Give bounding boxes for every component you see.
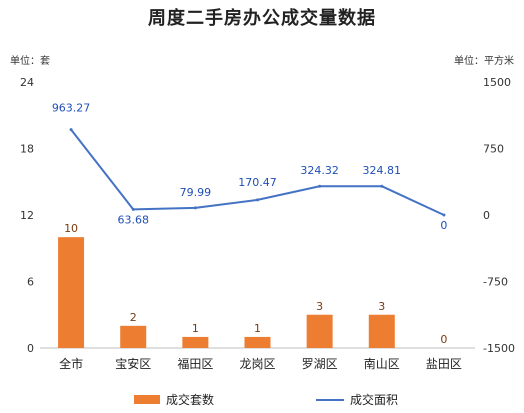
legend-label-bar: 成交套数 [166,392,214,407]
left-tick-label: 24 [20,76,34,89]
line-value-label: 324.32 [300,164,339,177]
legend-swatch-bar [134,395,160,404]
right-tick-label: 750 [483,143,504,156]
line-value-label: 324.81 [363,164,402,177]
chart-title: 周度二手房办公成交量数据 [148,7,376,29]
axes: 06121824-1500-75007501500全市 宝安区 福田区 龙岗区 罗湖区南… [20,76,515,371]
left-tick-label: 0 [27,342,34,355]
bar-value-label: 2 [130,311,137,324]
bar [306,314,333,348]
bar-series [58,237,395,348]
legend: 成交套数 成交面积 [134,392,398,407]
line-value-label: 0 [440,219,447,232]
bar-value-label: 1 [254,322,261,335]
bar-value-label: 10 [64,222,78,235]
data-labels: 10 2 1 1 3 3 0 963.27 63.68 79.99 170.47 324.32 324.… [52,102,448,346]
bar [58,237,85,348]
line-point [256,198,259,202]
category-label: 盐田区 [426,357,462,371]
line-point [69,128,73,132]
bar [182,336,209,348]
category-label: 福田区 [177,356,213,371]
bar [244,336,271,348]
left-tick-label: 12 [20,209,34,222]
right-axis-unit: 单位：平方米 [454,54,514,67]
line-value-label: 79.99 [180,186,212,199]
bar-value-label: 3 [316,300,323,313]
line-series [69,128,446,217]
bar-value-label: 0 [440,333,447,346]
line-point [380,184,384,188]
line-point [318,184,322,188]
bar-value-label: 1 [192,322,199,335]
bar-value-label: 3 [378,300,385,313]
line-point [193,206,197,210]
category-label: 全市 [59,356,83,371]
bar [368,314,395,348]
left-axis-unit: 单位：套 [10,54,50,67]
line-point [131,207,135,211]
right-tick-label: -750 [483,276,508,289]
right-tick-label: 1500 [483,76,511,89]
line-value-label: 63.68 [117,213,149,226]
left-tick-label: 6 [27,276,34,289]
right-tick-label: -1500 [483,342,515,355]
line-value-label: 170.47 [238,176,277,189]
category-label: 龙岗区 [239,357,275,371]
category-label: 罗湖区 [302,356,338,371]
bar [120,325,147,348]
right-tick-label: 0 [483,209,490,222]
category-label: 南山区 [364,356,400,371]
category-label: 宝安区 [115,356,151,371]
line-point [442,213,446,217]
left-tick-label: 18 [20,143,34,156]
legend-label-line: 成交面积 [350,392,398,407]
line-value-label: 963.27 [52,102,91,115]
